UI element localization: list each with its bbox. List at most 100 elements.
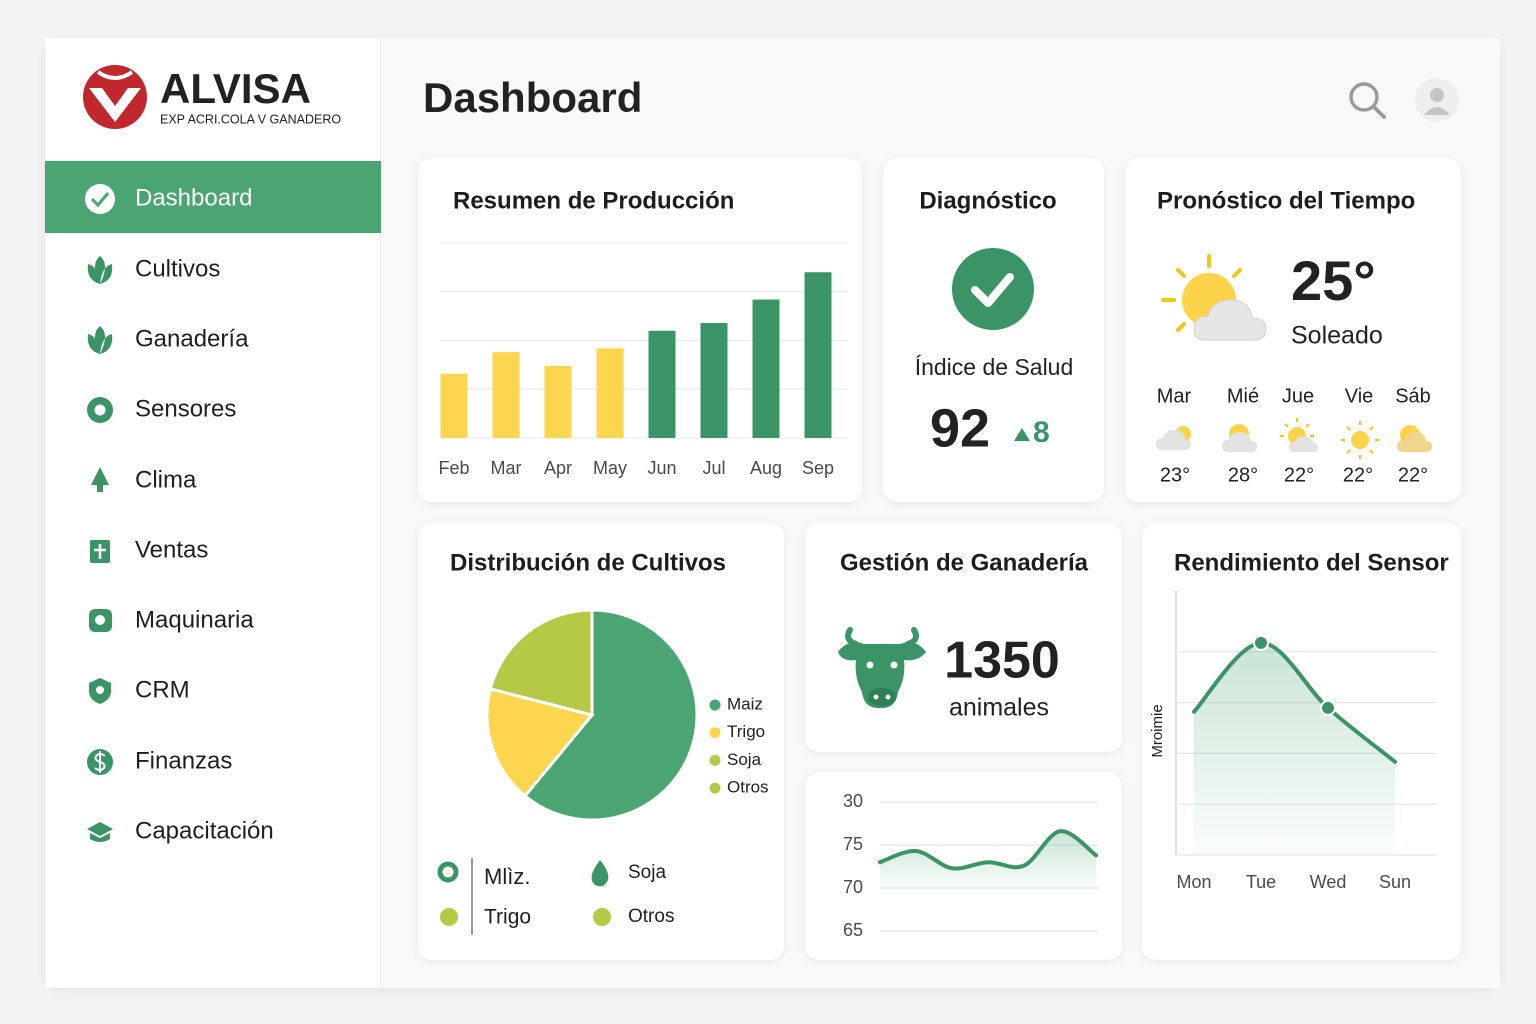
nav-item[interactable]: Finanzas — [87, 747, 232, 775]
health-icon — [952, 248, 1034, 330]
nav-label[interactable]: Cultivos — [135, 255, 220, 282]
nav-icon-check — [90, 192, 110, 208]
search-handle — [1372, 105, 1386, 119]
nav-label[interactable]: Sensores — [135, 395, 236, 422]
legend-swatch — [709, 699, 721, 711]
legend-label: Soja — [628, 862, 666, 883]
forecast-day: Vie — [1345, 385, 1374, 407]
legend-swatch — [709, 754, 721, 766]
nav-item[interactable]: Ganadería — [87, 325, 249, 354]
livestock-count: 1350 — [944, 632, 1060, 690]
production-card — [418, 158, 862, 502]
nav-item[interactable]: Cultivos — [87, 255, 221, 284]
cow-icon — [838, 627, 926, 708]
nav-icon-inner — [96, 686, 104, 694]
livestock-unit: animales — [949, 694, 1049, 722]
cloud — [1193, 299, 1267, 341]
nav-item[interactable]: Capacitación — [87, 817, 274, 844]
bar — [544, 365, 572, 438]
nav-label[interactable]: CRM — [135, 676, 190, 703]
crops-legend-bottom: Mlìz. Trigo Soja Otros — [437, 858, 674, 935]
nav-icon — [87, 256, 113, 284]
nav-item[interactable]: Sensores — [87, 395, 236, 423]
forecast-temp: 22° — [1284, 464, 1314, 486]
sun-rays — [1161, 254, 1242, 332]
nav-item[interactable]: Dashboard — [85, 184, 252, 214]
legend-label: Otros — [727, 778, 769, 797]
bar — [752, 299, 780, 438]
health-change: 8 — [1033, 416, 1050, 449]
nav-item[interactable]: Maquinaria — [89, 606, 254, 633]
crops-chart: Maiz Trigo Soja Otros — [485, 608, 769, 822]
nav-item[interactable]: Ventas — [90, 536, 208, 563]
x-tick-label: Jul — [702, 458, 725, 478]
pie-slice — [522, 608, 699, 822]
trend-chart: 30 75 70 65 — [843, 791, 1098, 940]
diagnostic-card — [883, 158, 1104, 502]
line-area — [1194, 642, 1395, 855]
card-title: Resumen de Producción — [453, 187, 734, 214]
nav-item[interactable]: Clima — [91, 466, 197, 493]
legend-icon — [591, 860, 609, 887]
x-tick-label: Aug — [750, 458, 782, 478]
avatar-body — [1424, 107, 1450, 115]
bar — [804, 272, 832, 438]
line-area — [880, 831, 1096, 891]
forecast-temp: 23° — [1160, 464, 1190, 486]
forecast-day: Sáb — [1395, 385, 1431, 407]
nav-item[interactable]: CRM — [89, 676, 190, 704]
card-title: Rendimiento del Sensor — [1174, 549, 1449, 576]
line-marker — [1320, 699, 1336, 716]
legend-label: Otros — [628, 906, 674, 927]
nav-label[interactable]: Maquinaria — [135, 606, 254, 633]
card-title: Gestión de Ganadería — [840, 549, 1089, 576]
nav-label[interactable]: Ventas — [135, 536, 208, 563]
x-tick-label: Sun — [1379, 872, 1411, 892]
search-icon — [1349, 82, 1379, 112]
forecast: Mar Mié Jue Vie Sáb 23° 28° 22° 22° 2 — [1156, 385, 1432, 486]
legend-label: Trigo — [727, 722, 765, 741]
nav-label[interactable]: Dashboard — [135, 184, 252, 211]
pie-slice — [485, 687, 595, 799]
bar — [492, 352, 520, 438]
nav-icon — [87, 822, 113, 842]
legend-icon — [593, 908, 611, 926]
nav-label[interactable]: Ganadería — [135, 325, 249, 352]
nav-icon-plus — [94, 544, 106, 559]
bar — [648, 330, 676, 438]
x-tick-label: Mar — [491, 458, 522, 478]
pie-slice — [488, 608, 594, 717]
line-marker — [1253, 634, 1269, 651]
x-tick-label: Jun — [647, 458, 676, 478]
legend-swatch — [709, 782, 721, 794]
x-tick-label: Mon — [1176, 872, 1211, 892]
legend-label: Trigo — [484, 906, 531, 929]
nav-label[interactable]: Capacitación — [135, 817, 274, 844]
legend-icon — [437, 861, 459, 883]
legend-icon — [440, 908, 458, 926]
legend-label: Mlìz. — [484, 864, 530, 889]
x-tick-label: May — [593, 458, 627, 478]
x-tick-label: Wed — [1310, 872, 1347, 892]
forecast-temp: 22° — [1398, 464, 1428, 486]
legend-label: Soja — [727, 750, 762, 769]
y-axis-label: Mroimie — [1149, 704, 1166, 757]
nav-icon-inner — [94, 404, 106, 416]
x-tick-label: Sep — [802, 458, 834, 478]
line — [878, 829, 1098, 871]
forecast-icon — [1156, 426, 1191, 450]
nav-label[interactable]: Finanzas — [135, 747, 232, 774]
nav-icon — [87, 326, 113, 354]
production-chart: Feb Mar Apr May Jun Jul Aug Sep — [438, 242, 848, 478]
legend-label: Maiz — [727, 694, 763, 713]
avatar-button[interactable] — [1415, 78, 1459, 122]
forecast-icon — [1280, 418, 1318, 452]
search-button[interactable] — [1349, 82, 1386, 119]
bar — [440, 373, 468, 438]
x-tick-label: Feb — [438, 458, 469, 478]
y-tick-label: 70 — [843, 877, 863, 897]
logo-v — [89, 88, 141, 122]
logo-mark — [83, 65, 147, 129]
nav-label[interactable]: Clima — [135, 466, 197, 493]
